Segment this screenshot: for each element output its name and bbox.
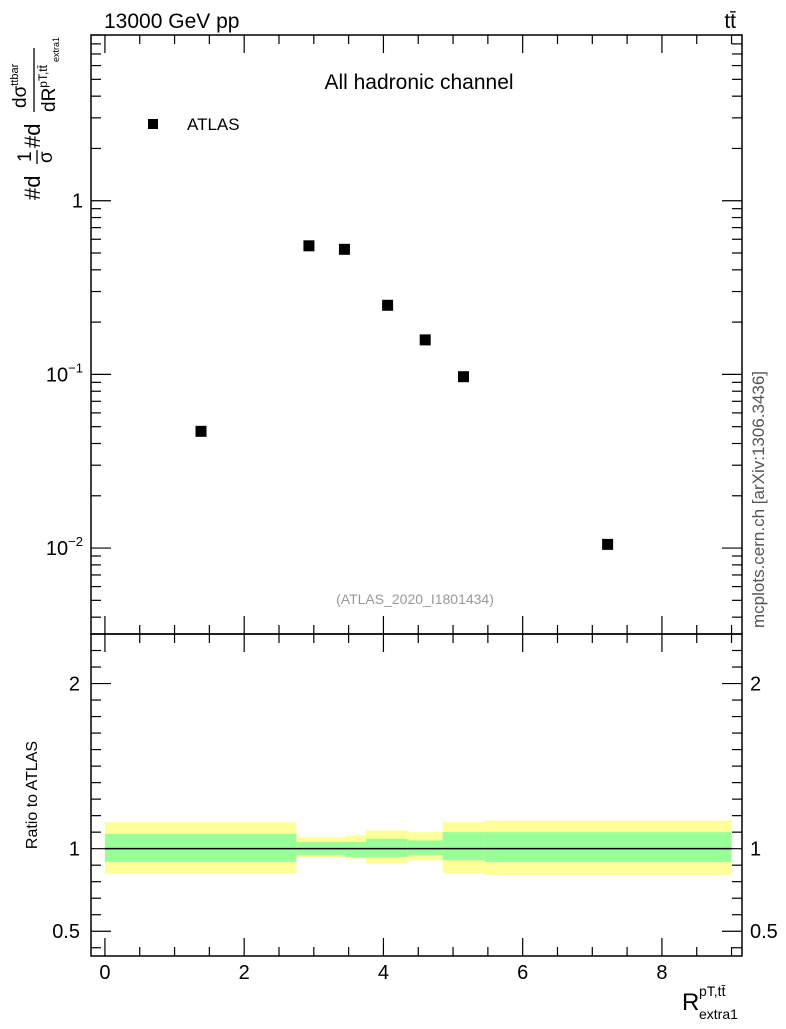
- x-axis-label: R pT,tt̄ extra1: [682, 983, 738, 1022]
- data-point: [338, 243, 350, 255]
- ratio-tick-labels: 0.5 0.5 1 1 2 2 0 2 4 6 8: [52, 674, 778, 984]
- legend: ATLAS: [148, 115, 240, 134]
- ratio-y-axis-label: Ratio to ATLAS: [24, 741, 41, 849]
- ylabel-prefix: #d: [20, 176, 45, 200]
- main-panel: All hadronic channel (ATLAS_2020_I180143…: [9, 34, 743, 635]
- ylabel-frac1-den: σ: [36, 151, 57, 163]
- ratio-band-inner: [366, 838, 408, 857]
- ylabel-mid: #d: [20, 124, 45, 148]
- data-point: [382, 299, 394, 311]
- data-point: [457, 371, 469, 383]
- xlabel-base: R: [682, 989, 699, 1016]
- xlabel-sub: extra1: [699, 1006, 738, 1022]
- xlabel-sup: pT,tt̄: [699, 983, 726, 999]
- legend-label-atlas: ATLAS: [187, 115, 240, 134]
- ratio-y-tick-label-right: 2: [750, 674, 761, 696]
- process-label: tt̄: [724, 10, 736, 33]
- x-tick-label: 4: [378, 962, 389, 984]
- main-data-points: [195, 240, 614, 550]
- x-tick-label: 6: [517, 962, 528, 984]
- data-point: [419, 334, 431, 346]
- energy-label: 13000 GeV pp: [104, 10, 239, 33]
- ratio-band-inner: [484, 832, 732, 862]
- ratio-y-tick-label: 2: [69, 674, 80, 696]
- data-point: [602, 538, 614, 550]
- x-tick-label: 0: [99, 962, 110, 984]
- ylabel-frac2-den: dRpT,tt̄: [36, 64, 60, 112]
- ylabel-frac1-num: 1: [15, 151, 36, 162]
- ylabel-frac2-num: dσttbar: [9, 63, 31, 108]
- data-point: [195, 425, 207, 437]
- data-point: [303, 240, 315, 252]
- main-y-tick-label: 10−1: [46, 360, 83, 386]
- ratio-band-inner: [104, 833, 297, 862]
- ratio-band-inner: [345, 842, 367, 857]
- main-y-tick-label: 1: [72, 191, 83, 213]
- ratio-y-tick-label-right: 0.5: [750, 921, 778, 943]
- main-y-axis-label: #d 1 σ #d dσttbar dRpT,tt̄ extra1: [9, 37, 61, 200]
- ratio-y-tick-label-right: 1: [750, 839, 761, 861]
- x-tick-label: 2: [239, 962, 250, 984]
- ylabel-frac2-den-sub: extra1: [51, 37, 61, 62]
- side-label: mcplots.cern.ch [arXiv:1306.3436]: [749, 371, 768, 628]
- ratio-axis-ticks: [91, 634, 742, 956]
- ratio-band-inner: [407, 840, 443, 856]
- main-y-tick-label: 10−2: [46, 534, 83, 560]
- ratio-y-tick-label: 0.5: [52, 921, 80, 943]
- x-tick-label: 8: [656, 962, 667, 984]
- legend-marker-atlas: [148, 119, 158, 129]
- main-title: All hadronic channel: [324, 71, 513, 94]
- main-axis-ticks: [91, 34, 742, 634]
- main-y-tick-labels: 1 10−1 10−2: [46, 191, 83, 560]
- ratio-frame: [90, 633, 743, 957]
- ratio-bands: [104, 820, 732, 876]
- watermark: (ATLAS_2020_I1801434): [336, 591, 494, 607]
- ratio-panel: 0.5 0.5 1 1 2 2 0 2 4 6 8 Ratio to ATLAS R pT,tt̄ …: [24, 633, 778, 1022]
- ratio-y-tick-label: 1: [69, 839, 80, 861]
- ratio-band-inner: [442, 832, 485, 861]
